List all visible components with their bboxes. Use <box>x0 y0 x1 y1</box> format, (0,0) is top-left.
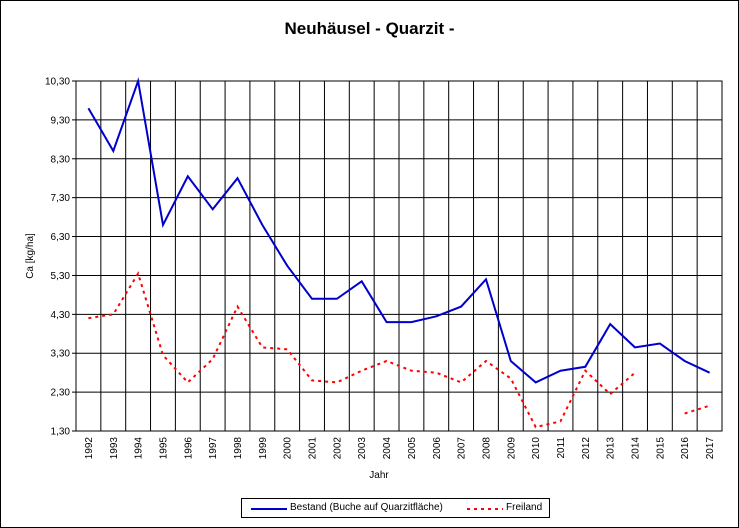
legend-swatch-freiland <box>467 508 503 510</box>
x-tick-label: 1992 <box>84 437 95 460</box>
x-tick-label: 2016 <box>680 437 691 460</box>
legend-label-freiland: Freiland <box>506 502 543 513</box>
y-axis-label: Ca [kg/ha] <box>25 233 36 279</box>
x-tick-label: 2007 <box>457 437 468 460</box>
x-tick-label: 2008 <box>481 437 492 460</box>
x-tick-label: 1995 <box>158 437 169 460</box>
x-tick-label: 1999 <box>258 437 269 460</box>
legend-label-bestand: Bestand (Buche auf Quarzitfläche) <box>290 502 443 513</box>
x-tick-label: 1998 <box>233 437 244 460</box>
y-tick-label: 5,30 <box>51 271 71 282</box>
y-tick-label: 7,30 <box>51 193 71 204</box>
x-tick-label: 1996 <box>183 437 194 460</box>
x-tick-label: 1993 <box>109 437 120 460</box>
x-tick-label: 2009 <box>506 437 517 460</box>
y-tick-label: 6,30 <box>51 232 71 243</box>
x-tick-label: 2010 <box>531 437 542 460</box>
x-tick-label: 2017 <box>705 437 716 460</box>
y-tick-label: 2,30 <box>51 388 71 399</box>
x-tick-label: 2001 <box>308 437 319 460</box>
chart-title: Neuhäusel - Quarzit - <box>284 19 455 38</box>
x-axis-label: Jahr <box>369 470 389 481</box>
series-line <box>88 271 636 429</box>
y-tick-label: 4,30 <box>51 310 71 321</box>
x-tick-label: 2003 <box>357 437 368 460</box>
x-tick-label: 1997 <box>208 437 219 460</box>
x-tick-label: 2015 <box>655 437 666 460</box>
y-tick-label: 9,30 <box>51 115 71 126</box>
series-bestand <box>87 77 711 384</box>
plot-border <box>75 80 723 432</box>
y-tick-label: 1,30 <box>51 427 71 438</box>
x-tick-label: 1994 <box>134 437 145 460</box>
x-tick-label: 2005 <box>407 437 418 460</box>
x-tick-label: 2012 <box>581 437 592 460</box>
series-line <box>87 77 711 384</box>
x-tick-label: 2002 <box>332 437 343 460</box>
legend: Bestand (Buche auf Quarzitfläche) Freila… <box>241 498 550 518</box>
legend-swatch-bestand <box>251 508 287 510</box>
x-tick-label: 2000 <box>283 437 294 460</box>
y-tick-label: 3,30 <box>51 349 71 360</box>
y-tick-label: 10,30 <box>45 77 70 88</box>
x-tick-label: 2013 <box>606 437 617 460</box>
series-line <box>684 404 710 415</box>
x-tick-label: 2014 <box>631 437 642 460</box>
x-tick-label: 2011 <box>556 437 567 459</box>
x-tick-label: 2004 <box>382 437 393 460</box>
x-tick-label: 2006 <box>432 437 443 460</box>
series-freiland <box>88 271 710 429</box>
y-tick-label: 8,30 <box>51 154 71 165</box>
